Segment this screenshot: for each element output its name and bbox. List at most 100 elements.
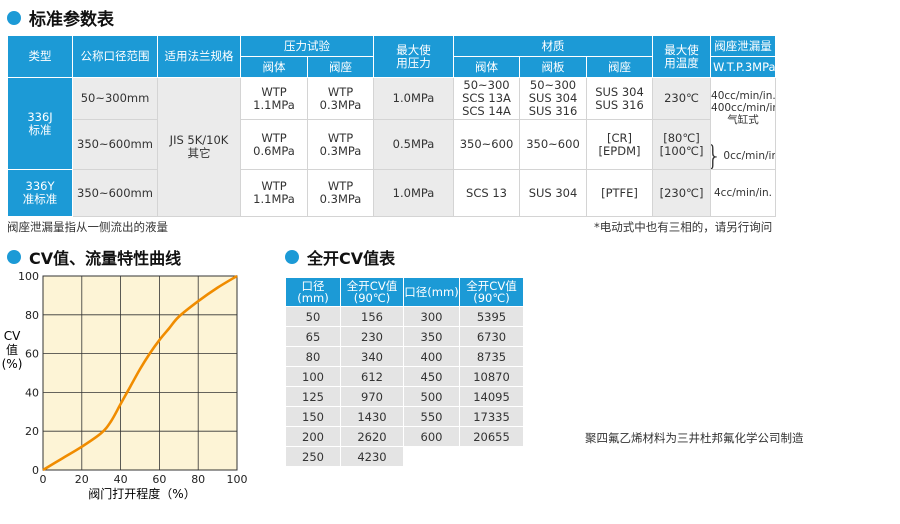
cv-value-cell: 5395 bbox=[459, 306, 524, 327]
cv-table: 口径(mm) 全开CV值 (90℃) 口径(mm) 全开CV值 (90℃) 50… bbox=[285, 277, 524, 467]
x-tick-label: 40 bbox=[114, 473, 128, 486]
cv-header-cv: 全开CV值 (90℃) bbox=[340, 277, 404, 307]
table-row: 200 2620 600 20655 bbox=[285, 426, 524, 447]
header-type: 类型 bbox=[7, 35, 73, 78]
m-disc-cell: SUS 304 bbox=[519, 169, 587, 217]
y-axis-label-line: 值 bbox=[6, 342, 18, 357]
cv-value-cell: 4230 bbox=[340, 446, 404, 467]
dn-cell: 50~300mm bbox=[72, 77, 158, 120]
x-tick-label: 0 bbox=[40, 473, 47, 486]
header-material: 材质 bbox=[452, 35, 654, 57]
table-row: 150 1430 550 17335 bbox=[285, 406, 524, 427]
cv-value-cell: 8735 bbox=[459, 346, 524, 367]
bullet-icon bbox=[7, 10, 21, 25]
m-body-cell: 50~300 SCS 13A SCS 14A bbox=[453, 77, 520, 120]
curve-heading: CV值、流量特性曲线 bbox=[7, 245, 181, 269]
cv-size-cell: 550 bbox=[403, 406, 460, 427]
table-row: 80 340 400 8735 bbox=[285, 346, 524, 367]
cv-size-cell: 50 bbox=[285, 306, 341, 327]
table-row: 250 4230 bbox=[285, 446, 524, 467]
cv-value-cell: 6730 bbox=[459, 326, 524, 347]
y-axis-label-line: CV bbox=[4, 329, 21, 343]
header-flange: 适用法兰规格 bbox=[157, 35, 241, 78]
x-tick-label: 60 bbox=[152, 473, 166, 486]
x-tick-label: 100 bbox=[227, 473, 248, 486]
cv-header-cv-2: 全开CV值 (90℃) bbox=[459, 277, 524, 307]
cv-value-cell: 10870 bbox=[459, 366, 524, 387]
leak-value-1: 40cc/min/in. 400cc/min/in. 气缸式 bbox=[711, 90, 776, 126]
leak-brace-group: } 0cc/min/in. bbox=[712, 142, 775, 169]
max-pressure-cell: 1.0MPa bbox=[373, 77, 454, 120]
curve-title: CV值、流量特性曲线 bbox=[29, 249, 182, 268]
cv-value-cell: 2620 bbox=[340, 426, 404, 447]
cv-size-cell: 600 bbox=[403, 426, 460, 447]
header-leak-std: W.T.P.3MPa bbox=[710, 56, 777, 78]
plot-area bbox=[42, 275, 238, 471]
header-pressure-test: 压力试验 bbox=[240, 35, 374, 57]
temp-cell: [80℃] [100℃] bbox=[652, 119, 712, 170]
leak-value-2: 0cc/min/in. bbox=[723, 149, 774, 162]
spec-title: 标准参数表 bbox=[29, 10, 114, 30]
header-m-body: 阀体 bbox=[453, 56, 520, 78]
cv-size-cell: 125 bbox=[285, 386, 341, 407]
cv-size-cell: 200 bbox=[285, 426, 341, 447]
y-tick-label: 100 bbox=[18, 270, 39, 283]
cv-size-cell: 450 bbox=[403, 366, 460, 387]
flange-cell: JIS 5K/10K 其它 bbox=[157, 77, 241, 217]
cv-header-size-2: 口径(mm) bbox=[403, 277, 460, 307]
y-tick-label: 60 bbox=[25, 348, 39, 361]
y-axis-label: CV 值(%) bbox=[2, 329, 23, 371]
cv-value-cell: 156 bbox=[340, 306, 404, 327]
table-row: 65 230 350 6730 bbox=[285, 326, 524, 347]
leak-cell-336y: 4cc/min/in. bbox=[710, 169, 777, 217]
m-body-cell: SCS 13 bbox=[453, 169, 520, 217]
cv-size-cell: 80 bbox=[285, 346, 341, 367]
brace-icon: } bbox=[712, 142, 723, 169]
leak-cell-336j: 40cc/min/in. 400cc/min/in. 气缸式 } 0cc/min… bbox=[710, 77, 777, 170]
table-row: 350~600mm WTP 0.6MPa WTP 0.3MPa 0.5MPa 3… bbox=[8, 119, 776, 170]
cv-value-cell: 17335 bbox=[459, 406, 524, 427]
grid bbox=[43, 276, 237, 470]
table-row: 336Y 准标准 350~600mm WTP 1.1MPa WTP 0.3MPa… bbox=[7, 169, 777, 217]
pt-seat-cell: WTP 0.3MPa bbox=[307, 169, 374, 217]
y-tick-label: 0 bbox=[32, 464, 39, 477]
header-leak: 阀座泄漏量 bbox=[710, 35, 777, 57]
cv-size-cell: 350 bbox=[403, 326, 460, 347]
y-axis-label-line: (%) bbox=[2, 357, 23, 371]
cv-curve bbox=[42, 274, 238, 472]
pt-body-cell: WTP 1.1MPa bbox=[240, 169, 308, 217]
cv-value-cell: 230 bbox=[340, 326, 404, 347]
pt-body-cell: WTP 1.1MPa bbox=[240, 77, 308, 120]
m-seat-cell: SUS 304 SUS 316 bbox=[585, 77, 654, 120]
cv-flow-chart: 0 20 40 60 80 100 0 20 40 60 80 100 CV 值(%) 阀门打开程度（%… bbox=[2, 270, 248, 501]
cv-value-cell: 14095 bbox=[459, 386, 524, 407]
header-max-temp: 最大使 用温度 bbox=[652, 35, 712, 78]
pt-seat-cell: WTP 0.3MPa bbox=[307, 119, 374, 170]
x-axis-label: 阀门打开程度（%） bbox=[88, 486, 195, 501]
m-body-cell: 350~600 bbox=[453, 119, 520, 170]
spec-table: 类型 公称口径范围 适用法兰规格 压力试验 最大使 用压力 材质 最大使 用温度… bbox=[7, 35, 777, 217]
cv-value-cell: 340 bbox=[340, 346, 404, 367]
note-electric: *电动式中也有三相的，请另行询问 bbox=[594, 220, 773, 234]
spec-heading: 标准参数表 bbox=[7, 5, 114, 30]
cv-header-size: 口径(mm) bbox=[285, 277, 341, 307]
max-pressure-cell: 0.5MPa bbox=[373, 119, 454, 170]
table-row: 50 156 300 5395 bbox=[285, 306, 524, 327]
bullet-icon bbox=[285, 250, 299, 264]
cv-size-cell: 500 bbox=[403, 386, 460, 407]
header-m-disc: 阀板 bbox=[519, 56, 587, 78]
temp-cell: [230℃] bbox=[652, 169, 712, 217]
cv-size-cell: 65 bbox=[285, 326, 341, 347]
cv-size-cell: 400 bbox=[403, 346, 460, 367]
x-tick-label: 80 bbox=[191, 473, 205, 486]
header-max-pressure: 最大使 用压力 bbox=[373, 35, 454, 78]
dn-cell: 350~600mm bbox=[72, 119, 158, 170]
m-disc-cell: 50~300 SUS 304 SUS 316 bbox=[519, 77, 587, 120]
y-tick-label: 20 bbox=[25, 425, 39, 438]
cv-size-cell: 300 bbox=[403, 306, 460, 327]
table-row: 125 970 500 14095 bbox=[285, 386, 524, 407]
ticks: 0 20 40 60 80 100 0 20 40 60 80 100 bbox=[18, 270, 248, 486]
y-tick-label: 80 bbox=[25, 309, 39, 322]
cv-title: 全开CV值表 bbox=[307, 249, 396, 268]
bullet-icon bbox=[7, 250, 21, 264]
